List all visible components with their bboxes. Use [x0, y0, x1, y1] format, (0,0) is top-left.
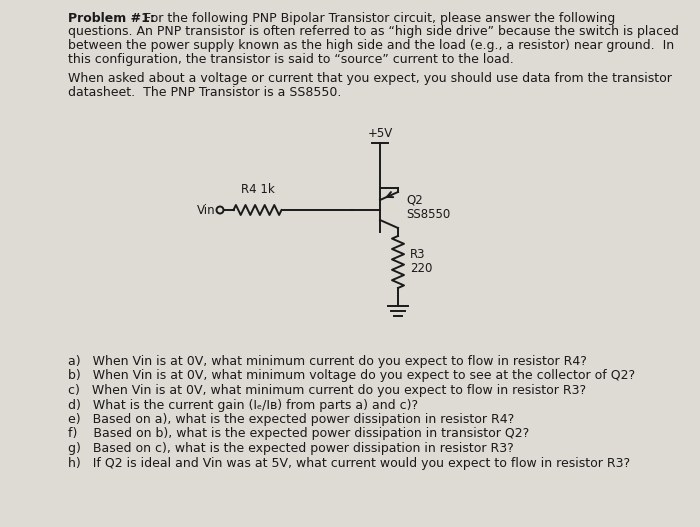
Text: datasheet.  The PNP Transistor is a SS8550.: datasheet. The PNP Transistor is a SS855…: [68, 85, 342, 99]
Text: a)   When Vin is at 0V, what minimum current do you expect to flow in resistor R: a) When Vin is at 0V, what minimum curre…: [68, 355, 587, 368]
Text: Problem #1:: Problem #1:: [68, 12, 155, 25]
Text: Vin: Vin: [197, 203, 216, 217]
Text: h)   If Q2 is ideal and Vin was at 5V, what current would you expect to flow in : h) If Q2 is ideal and Vin was at 5V, wha…: [68, 456, 630, 470]
Text: questions. An PNP transistor is often referred to as “high side drive” because t: questions. An PNP transistor is often re…: [68, 25, 679, 38]
Text: this configuration, the transistor is said to “source” current to the load.: this configuration, the transistor is sa…: [68, 53, 514, 65]
Text: b)   When Vin is at 0V, what minimum voltage do you expect to see at the collect: b) When Vin is at 0V, what minimum volta…: [68, 369, 635, 383]
Text: R3: R3: [410, 249, 426, 261]
Text: For the following PNP Bipolar Transistor circuit, please answer the following: For the following PNP Bipolar Transistor…: [136, 12, 615, 25]
Text: +5V: +5V: [368, 127, 393, 140]
Text: SS8550: SS8550: [406, 209, 450, 221]
Text: between the power supply known as the high side and the load (e.g., a resistor) : between the power supply known as the hi…: [68, 39, 674, 52]
Text: 220: 220: [410, 262, 433, 276]
Text: d)   What is the current gain (Iₑ/Iʙ) from parts a) and c)?: d) What is the current gain (Iₑ/Iʙ) from…: [68, 398, 418, 412]
Text: R4 1k: R4 1k: [241, 183, 274, 196]
Text: c)   When Vin is at 0V, what minimum current do you expect to flow in resistor R: c) When Vin is at 0V, what minimum curre…: [68, 384, 586, 397]
Text: When asked about a voltage or current that you expect, you should use data from : When asked about a voltage or current th…: [68, 72, 672, 85]
Text: e)   Based on a), what is the expected power dissipation in resistor R4?: e) Based on a), what is the expected pow…: [68, 413, 514, 426]
Text: Q2: Q2: [406, 193, 423, 207]
Text: g)   Based on c), what is the expected power dissipation in resistor R3?: g) Based on c), what is the expected pow…: [68, 442, 514, 455]
Text: f)    Based on b), what is the expected power dissipation in transistor Q2?: f) Based on b), what is the expected pow…: [68, 427, 529, 441]
